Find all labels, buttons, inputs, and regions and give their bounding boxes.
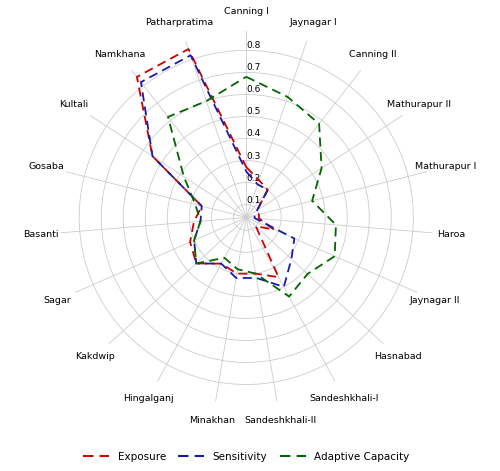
Legend: Exposure, Sensitivity, Adaptive Capacity: Exposure, Sensitivity, Adaptive Capacity xyxy=(79,447,413,466)
